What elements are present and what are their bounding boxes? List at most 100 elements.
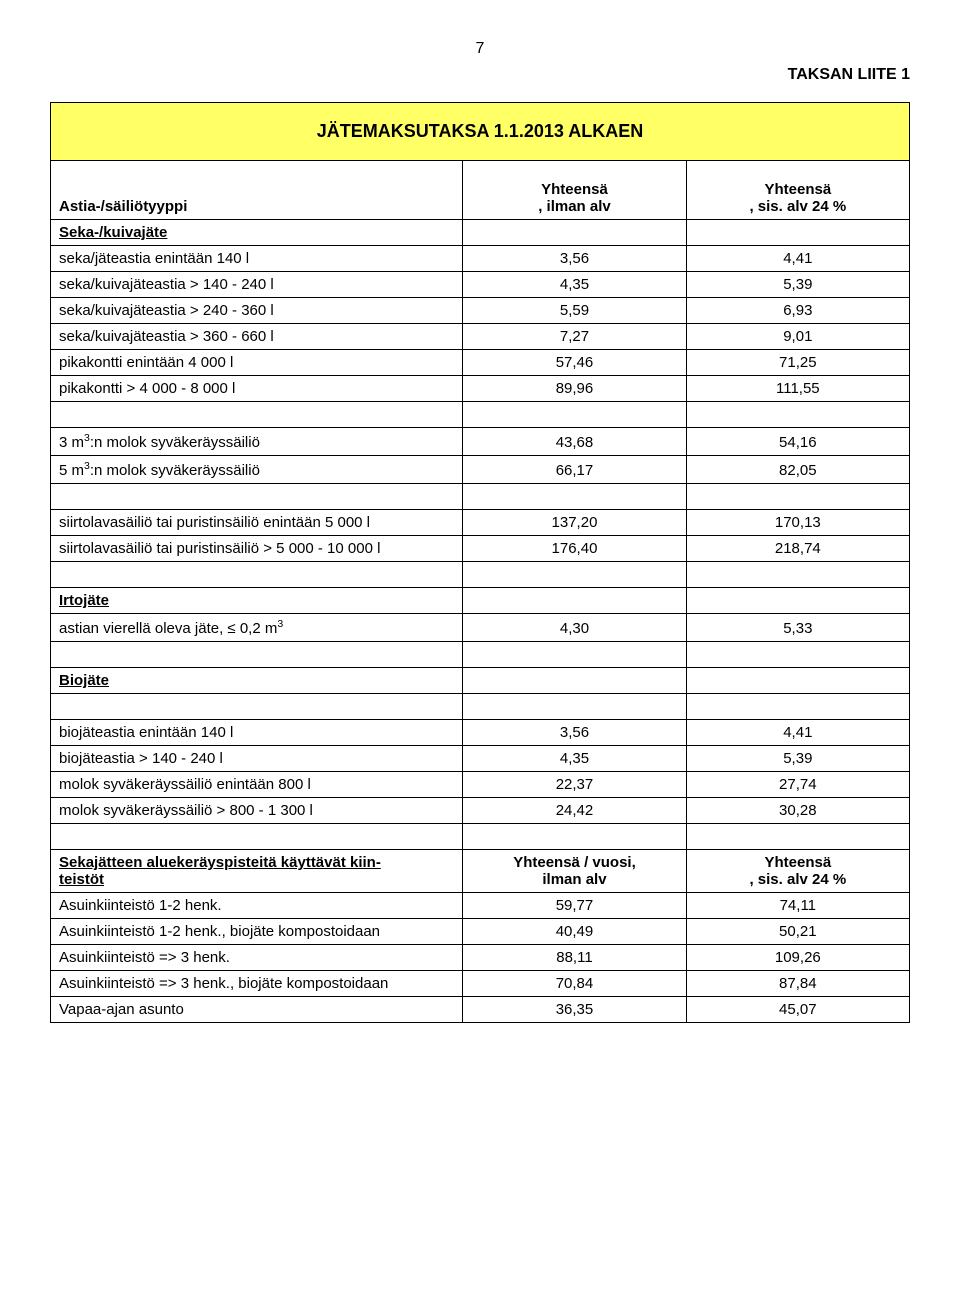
row-value: 4,41 <box>686 720 909 746</box>
row-label: seka/kuivajäteastia > 140 - 240 l <box>51 272 463 298</box>
row-label: biojäteastia enintään 140 l <box>51 720 463 746</box>
col-header-right-line1: Yhteensä <box>764 181 831 198</box>
row-value: 109,26 <box>686 945 909 971</box>
empty-cell <box>51 402 463 428</box>
empty-cell <box>686 484 909 510</box>
row-value: 40,49 <box>463 919 686 945</box>
row-value: 176,40 <box>463 536 686 562</box>
footer-right-line1: Yhteensä <box>764 854 831 871</box>
row-label: siirtolavasäiliö tai puristinsäiliö enin… <box>51 510 463 536</box>
table-row: biojäteastia > 140 - 240 l 4,35 5,39 <box>51 746 910 772</box>
empty-cell <box>463 642 686 668</box>
row-value: 59,77 <box>463 893 686 919</box>
row-value: 70,84 <box>463 971 686 997</box>
row-value: 111,55 <box>686 376 909 402</box>
label-sup: 3 <box>277 618 283 630</box>
empty-cell <box>686 402 909 428</box>
table-row: seka/kuivajäteastia > 240 - 360 l 5,59 6… <box>51 298 910 324</box>
row-label: Asuinkiinteistö => 3 henk., biojäte komp… <box>51 971 463 997</box>
label-post: :n molok syväkeräyssäiliö <box>90 462 260 479</box>
empty-row <box>51 484 910 510</box>
label-pre: 5 m <box>59 462 84 479</box>
section-header-row: Biojäte <box>51 668 910 694</box>
row-value: 54,16 <box>686 428 909 456</box>
row-value: 43,68 <box>463 428 686 456</box>
row-label: 5 m3:n molok syväkeräyssäiliö <box>51 456 463 484</box>
row-label: seka/jäteastia enintään 140 l <box>51 246 463 272</box>
table-row: molok syväkeräyssäiliö > 800 - 1 300 l 2… <box>51 798 910 824</box>
table-row: seka/kuivajäteastia > 140 - 240 l 4,35 5… <box>51 272 910 298</box>
row-value: 4,35 <box>463 272 686 298</box>
section-header-row: Irtojäte <box>51 588 910 614</box>
section-header-bio: Biojäte <box>51 668 463 694</box>
table-row: Asuinkiinteistö => 3 henk. 88,11 109,26 <box>51 945 910 971</box>
col-header-right-line2: , sis. alv 24 % <box>749 198 846 215</box>
row-value: 5,33 <box>686 614 909 642</box>
column-header-row: Astia-/säiliötyyppi Yhteensä , ilman alv… <box>51 161 910 220</box>
row-value: 22,37 <box>463 772 686 798</box>
table-row: 5 m3:n molok syväkeräyssäiliö 66,17 82,0… <box>51 456 910 484</box>
table-row: Vapaa-ajan asunto 36,35 45,07 <box>51 997 910 1023</box>
table-row: astian vierellä oleva jäte, ≤ 0,2 m3 4,3… <box>51 614 910 642</box>
table-row: siirtolavasäiliö tai puristinsäiliö enin… <box>51 510 910 536</box>
empty-cell <box>463 588 686 614</box>
label-pre: astian vierellä oleva jäte, ≤ 0,2 m <box>59 620 277 637</box>
row-value: 218,74 <box>686 536 909 562</box>
empty-cell <box>463 694 686 720</box>
row-value: 87,84 <box>686 971 909 997</box>
row-label: siirtolavasäiliö tai puristinsäiliö > 5 … <box>51 536 463 562</box>
table-row: pikakontti enintään 4 000 l 57,46 71,25 <box>51 350 910 376</box>
section-header-row: Seka-/kuivajäte <box>51 220 910 246</box>
empty-row <box>51 402 910 428</box>
col-header-mid: Yhteensä , ilman alv <box>463 161 686 220</box>
table-row: molok syväkeräyssäiliö enintään 800 l 22… <box>51 772 910 798</box>
row-label: astian vierellä oleva jäte, ≤ 0,2 m3 <box>51 614 463 642</box>
row-value: 3,56 <box>463 246 686 272</box>
row-value: 4,41 <box>686 246 909 272</box>
row-label: seka/kuivajäteastia > 240 - 360 l <box>51 298 463 324</box>
empty-row <box>51 562 910 588</box>
col-header-mid-line2: , ilman alv <box>538 198 611 215</box>
table-title-row: JÄTEMAKSUTAKSA 1.1.2013 ALKAEN <box>51 103 910 161</box>
row-value: 71,25 <box>686 350 909 376</box>
empty-cell <box>463 668 686 694</box>
section-header-irto: Irtojäte <box>51 588 463 614</box>
row-label: Asuinkiinteistö 1-2 henk., biojäte kompo… <box>51 919 463 945</box>
footer-header-row: Sekajätteen aluekeräyspisteitä käyttävät… <box>51 850 910 893</box>
section-header-seka: Seka-/kuivajäte <box>51 220 463 246</box>
empty-row <box>51 694 910 720</box>
table-row: 3 m3:n molok syväkeräyssäiliö 43,68 54,1… <box>51 428 910 456</box>
row-value: 30,28 <box>686 798 909 824</box>
empty-cell <box>686 562 909 588</box>
empty-cell <box>463 562 686 588</box>
section-header-text: Seka-/kuivajäte <box>59 224 167 241</box>
row-label: molok syväkeräyssäiliö enintään 800 l <box>51 772 463 798</box>
row-label: Vapaa-ajan asunto <box>51 997 463 1023</box>
row-value: 7,27 <box>463 324 686 350</box>
footer-mid-line1: Yhteensä / vuosi, <box>513 854 636 871</box>
row-value: 74,11 <box>686 893 909 919</box>
footer-mid-line2: ilman alv <box>542 871 606 888</box>
empty-cell <box>463 484 686 510</box>
section-header-text: Irtojäte <box>59 592 109 609</box>
row-label: biojäteastia > 140 - 240 l <box>51 746 463 772</box>
empty-cell <box>686 824 909 850</box>
empty-cell <box>51 484 463 510</box>
table-row: Asuinkiinteistö 1-2 henk. 59,77 74,11 <box>51 893 910 919</box>
empty-cell <box>51 642 463 668</box>
row-value: 5,39 <box>686 272 909 298</box>
label-post: :n molok syväkeräyssäiliö <box>90 434 260 451</box>
row-value: 36,35 <box>463 997 686 1023</box>
empty-cell <box>686 642 909 668</box>
empty-cell <box>463 220 686 246</box>
table-row: siirtolavasäiliö tai puristinsäiliö > 5 … <box>51 536 910 562</box>
empty-cell <box>463 824 686 850</box>
table-row: biojäteastia enintään 140 l 3,56 4,41 <box>51 720 910 746</box>
row-label: Asuinkiinteistö 1-2 henk. <box>51 893 463 919</box>
empty-cell <box>51 694 463 720</box>
row-label: 3 m3:n molok syväkeräyssäiliö <box>51 428 463 456</box>
table-row: pikakontti > 4 000 - 8 000 l 89,96 111,5… <box>51 376 910 402</box>
row-value: 5,39 <box>686 746 909 772</box>
table-row: Asuinkiinteistö 1-2 henk., biojäte kompo… <box>51 919 910 945</box>
col-header-right: Yhteensä , sis. alv 24 % <box>686 161 909 220</box>
